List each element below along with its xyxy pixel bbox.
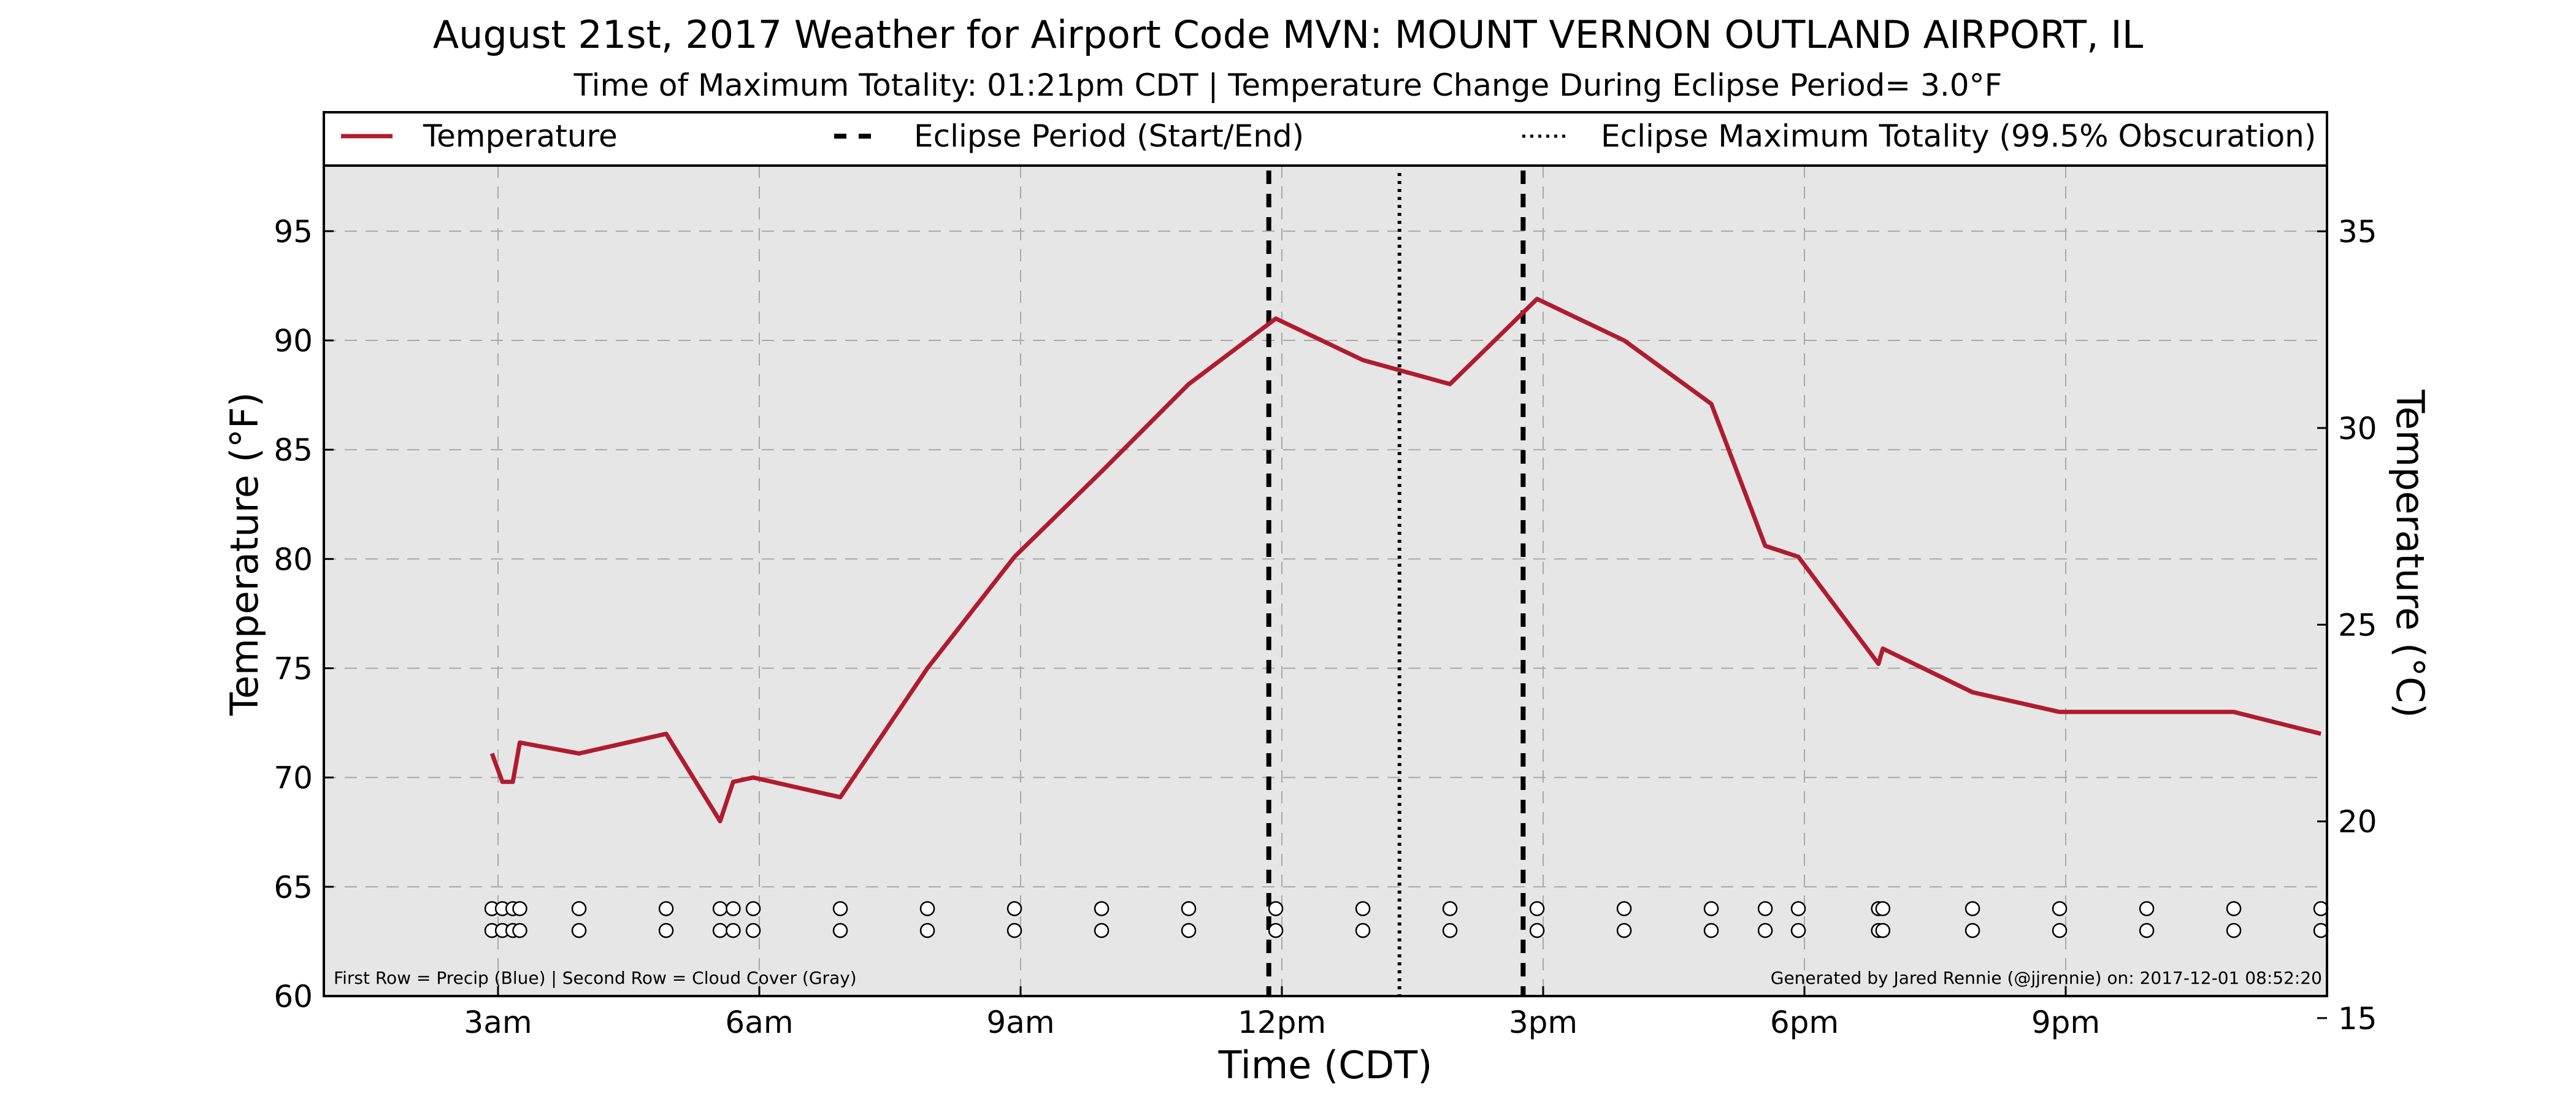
plot-frame: [323, 111, 2328, 997]
precip-marker: [726, 901, 741, 916]
precip-marker: [1094, 901, 1110, 916]
x-tick-label: 6am: [725, 1005, 793, 1040]
precip-marker: [571, 901, 587, 916]
cloud-cover-marker: [745, 922, 761, 938]
x-tick-label: 6pm: [1770, 1005, 1839, 1040]
y-axis-right: 15 20 25 30 35: [2317, 214, 2377, 1037]
cloud-cover-marker: [2226, 922, 2242, 938]
cloud-cover-marker: [1006, 922, 1022, 938]
precip-marker: [1181, 901, 1197, 916]
y-tick-label: 85: [274, 432, 313, 468]
x-tick-label: 3am: [464, 1005, 532, 1040]
precip-marker: [1616, 901, 1632, 916]
y-tick-label: 70: [274, 761, 313, 796]
y2-tick-label: 30: [2338, 411, 2377, 447]
legend-label-temperature: Temperature: [423, 118, 618, 154]
x-tick-label: 9pm: [2031, 1005, 2100, 1040]
legend-label-eclipse-period: Eclipse Period (Start/End): [914, 118, 1304, 154]
temperature-line: [489, 296, 2321, 824]
eclipse-lines: [1266, 171, 1526, 996]
plot-area: [324, 166, 2327, 996]
marker-rows: [484, 901, 2329, 938]
generated-by-annotation: Generated by Jared Rennie (@jjrennie) on…: [1771, 968, 2322, 988]
cloud-cover-marker: [1757, 922, 1773, 938]
precip-marker: [2139, 901, 2155, 916]
precip-marker: [1268, 901, 1284, 916]
precip-marker: [745, 901, 761, 916]
precip-marker: [512, 901, 527, 916]
precip-marker: [658, 901, 674, 916]
y2-axis-label: Temperature (°C): [2388, 389, 2432, 718]
precip-marker: [1790, 901, 1806, 916]
precip-marker: [1355, 901, 1371, 916]
precip-marker: [1703, 901, 1719, 916]
y-tick-label: 60: [274, 979, 313, 1014]
y-tick-label: 65: [274, 870, 313, 905]
legend-label-eclipse-max: Eclipse Maximum Totality (99.5% Obscurat…: [1601, 118, 2316, 154]
cloud-cover-marker: [1875, 922, 1891, 938]
cloud-cover-marker: [512, 922, 527, 938]
y2-tick-label: 25: [2338, 608, 2377, 643]
x-axis: 3am 6am 9am 12pm 3pm 6pm 9pm: [464, 986, 2100, 1040]
chart-subtitle: Time of Maximum Totality: 01:21pm CDT | …: [573, 67, 2003, 103]
cloud-cover-marker: [2139, 922, 2155, 938]
cloud-cover-marker: [712, 922, 728, 938]
y-axis-left: 60 65 70 75 80 85 90 95: [274, 214, 334, 1014]
y-tick-label: 80: [274, 542, 313, 577]
precip-cloud-annotation: First Row = Precip (Blue) | Second Row =…: [334, 968, 857, 988]
legend: Temperature Eclipse Period (Start/End) E…: [341, 118, 2316, 154]
precip-marker: [1875, 901, 1891, 916]
precip-marker: [2226, 901, 2242, 916]
y2-tick-label: 15: [2338, 1001, 2377, 1037]
cloud-cover-marker: [2052, 922, 2068, 938]
cloud-cover-marker: [571, 922, 587, 938]
x-tick-label: 3pm: [1509, 1005, 1577, 1040]
y-tick-label: 95: [274, 214, 313, 250]
cloud-cover-marker: [1703, 922, 1719, 938]
cloud-cover-marker: [1616, 922, 1632, 938]
precip-marker: [1965, 901, 1980, 916]
y2-tick-label: 20: [2338, 804, 2377, 840]
cloud-cover-marker: [1790, 922, 1806, 938]
y-tick-label: 75: [274, 651, 313, 687]
cloud-cover-marker: [832, 922, 848, 938]
precip-marker: [1529, 901, 1545, 916]
y2-tick-label: 35: [2338, 214, 2377, 250]
temperature-series: [489, 296, 2321, 824]
cloud-cover-marker: [1442, 922, 1458, 938]
y-axis-label: Temperature (°F): [222, 392, 267, 716]
x-tick-label: 12pm: [1238, 1005, 1326, 1040]
cloud-cover-marker: [658, 922, 674, 938]
cloud-cover-marker: [1094, 922, 1110, 938]
x-axis-label: Time (CDT): [1218, 1043, 1433, 1087]
precip-marker: [832, 901, 848, 916]
cloud-cover-marker: [2313, 922, 2329, 938]
cloud-cover-marker: [1268, 922, 1284, 938]
cloud-cover-marker: [1965, 922, 1980, 938]
precip-marker: [2313, 901, 2329, 916]
precip-marker: [712, 901, 728, 916]
cloud-cover-marker: [1355, 922, 1371, 938]
x-tick-label: 9am: [986, 1005, 1054, 1040]
cloud-cover-marker: [919, 922, 935, 938]
precip-marker: [919, 901, 935, 916]
precip-marker: [2052, 901, 2068, 916]
precip-marker: [1757, 901, 1773, 916]
cloud-cover-marker: [1529, 922, 1545, 938]
precip-marker: [1442, 901, 1458, 916]
chart-title: August 21st, 2017 Weather for Airport Co…: [433, 12, 2144, 57]
cloud-cover-marker: [726, 922, 741, 938]
cloud-cover-marker: [1181, 922, 1197, 938]
precip-marker: [1006, 901, 1022, 916]
y-tick-label: 90: [274, 323, 313, 359]
